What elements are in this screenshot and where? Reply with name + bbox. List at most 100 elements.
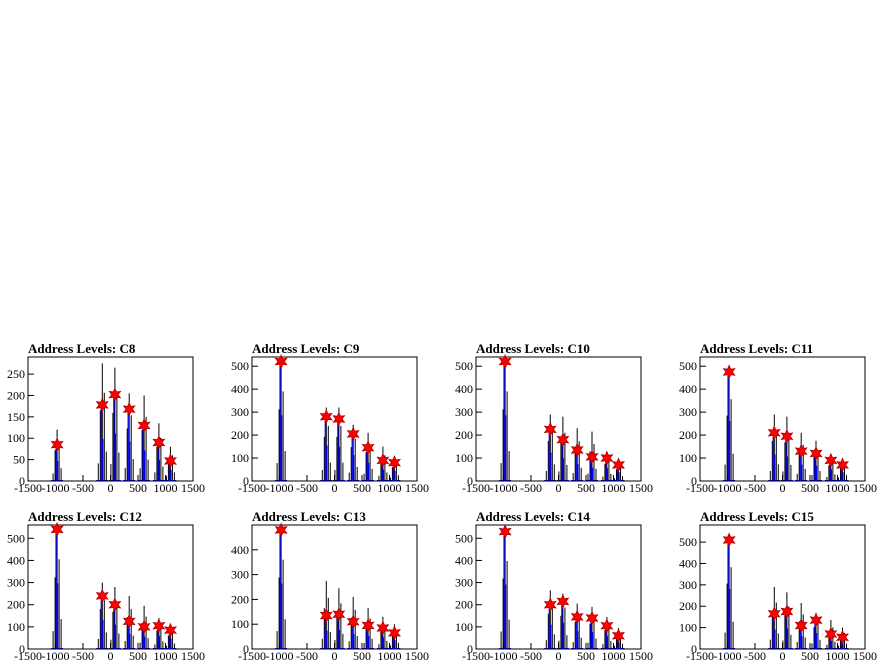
peak-3 — [332, 407, 345, 481]
y-tick-label: 100 — [455, 451, 473, 465]
peak-5 — [138, 395, 151, 481]
y-tick-label: 300 — [455, 576, 473, 590]
x-tick-label: -1000 — [266, 649, 294, 663]
peak-5 — [362, 432, 375, 481]
panel-title: Address Levels: C15 — [700, 509, 814, 524]
peak-marker — [600, 450, 614, 466]
peak-2 — [768, 414, 781, 481]
x-tick-label: 500 — [129, 649, 147, 663]
x-tick-label: -1000 — [714, 649, 742, 663]
peak-1 — [723, 371, 736, 481]
peak-marker — [319, 409, 333, 425]
x-tick-label: 1500 — [629, 481, 653, 495]
x-tick-label: 1000 — [154, 481, 178, 495]
peak-marker — [824, 626, 838, 642]
peak-marker — [319, 608, 333, 623]
peak-marker — [108, 387, 122, 403]
x-tick-label: -500 — [72, 649, 94, 663]
peak-marker — [570, 442, 584, 458]
x-tick-label: -1500 — [14, 481, 42, 495]
x-tick-label: -1000 — [490, 649, 518, 663]
y-tick-label: 0 — [19, 474, 25, 488]
peak-6 — [152, 423, 165, 481]
y-tick-label: 400 — [455, 382, 473, 396]
peak-marker — [780, 428, 794, 444]
x-tick-label: 1500 — [629, 649, 653, 663]
peak-marker — [332, 606, 346, 622]
y-tick-label: 100 — [455, 620, 473, 634]
x-tick-label: 1000 — [826, 481, 850, 495]
peak-1 — [499, 531, 512, 649]
x-tick-label: -500 — [744, 481, 766, 495]
x-tick-label: 1000 — [602, 481, 626, 495]
peak-marker — [835, 629, 849, 645]
x-tick-label: -500 — [744, 649, 766, 663]
x-tick-label: 1000 — [154, 649, 178, 663]
x-tick-label: 0 — [780, 649, 786, 663]
x-tick-label: 500 — [577, 649, 595, 663]
peak-marker — [376, 620, 390, 636]
peak-marker — [387, 625, 401, 641]
peak-marker — [122, 613, 136, 629]
panel-title: Address Levels: C8 — [28, 341, 136, 356]
peak-marker — [137, 417, 151, 433]
peak-1 — [275, 361, 288, 481]
peak-3 — [780, 592, 793, 649]
peak-2 — [320, 407, 333, 481]
x-tick-label: -1500 — [462, 649, 490, 663]
peak-marker — [794, 443, 808, 459]
peak-3 — [780, 416, 793, 481]
x-tick-label: 500 — [353, 481, 371, 495]
peak-1 — [499, 361, 512, 481]
y-tick-label: 500 — [231, 359, 249, 373]
y-tick-label: 500 — [455, 359, 473, 373]
x-tick-label: 0 — [332, 481, 338, 495]
peak-marker — [835, 457, 849, 473]
y-tick-label: 500 — [455, 531, 473, 545]
y-tick-label: 300 — [231, 568, 249, 582]
x-tick-label: 0 — [332, 649, 338, 663]
panel-title: Address Levels: C12 — [28, 509, 142, 524]
peak-marker — [50, 521, 64, 537]
peak-marker — [163, 453, 177, 469]
x-tick-label: 1500 — [853, 481, 877, 495]
peak-marker — [361, 617, 375, 633]
y-tick-label: 300 — [7, 576, 25, 590]
peak-marker — [122, 401, 136, 417]
x-tick-label: -1000 — [490, 481, 518, 495]
peak-marker — [361, 440, 375, 456]
peak-marker — [722, 364, 736, 380]
x-tick-label: -1500 — [238, 481, 266, 495]
peak-1 — [51, 529, 64, 649]
histogram-panel: Address Levels: C11 0 100 200 300 400 500 -1500… — [679, 341, 877, 495]
y-tick-label: 0 — [467, 642, 473, 656]
peak-marker — [346, 426, 360, 442]
peak-marker — [498, 354, 512, 370]
peak-marker — [556, 432, 570, 448]
peak-marker — [543, 421, 557, 437]
x-tick-label: 500 — [129, 481, 147, 495]
peak-marker — [722, 532, 736, 548]
y-tick-label: 0 — [691, 642, 697, 656]
peak-marker — [108, 597, 122, 613]
panel-title: Address Levels: C9 — [252, 341, 360, 356]
peak-marker — [794, 617, 808, 634]
x-tick-label: -1500 — [462, 481, 490, 495]
x-tick-label: -1000 — [266, 481, 294, 495]
x-tick-label: 1500 — [405, 481, 429, 495]
peak-2 — [96, 363, 109, 481]
peak-marker — [543, 597, 557, 613]
y-tick-label: 200 — [455, 428, 473, 442]
peak-marker — [556, 593, 570, 609]
x-tick-label: 500 — [577, 481, 595, 495]
x-tick-label: 500 — [801, 649, 819, 663]
x-tick-label: -1000 — [714, 481, 742, 495]
peak-marker — [152, 618, 166, 634]
x-tick-label: -1500 — [14, 649, 42, 663]
peak-marker — [163, 622, 178, 638]
y-tick-label: 50 — [13, 453, 25, 467]
x-tick-label: -1500 — [686, 649, 714, 663]
x-tick-label: 1500 — [853, 649, 877, 663]
panel-title: Address Levels: C13 — [252, 509, 366, 524]
